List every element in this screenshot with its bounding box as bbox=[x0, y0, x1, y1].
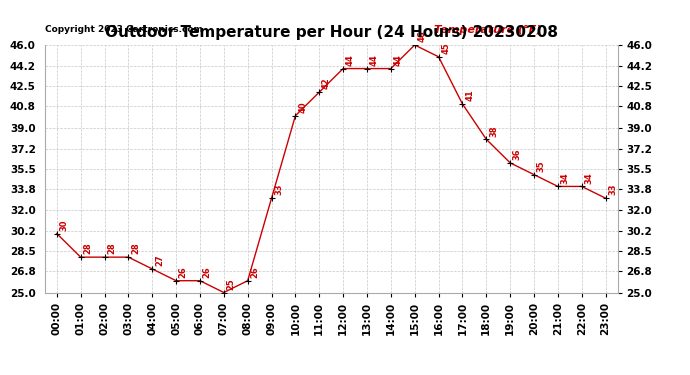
Text: 45: 45 bbox=[442, 42, 451, 54]
Text: 44: 44 bbox=[370, 54, 379, 66]
Text: 33: 33 bbox=[609, 184, 618, 195]
Text: 34: 34 bbox=[584, 172, 593, 184]
Text: 26: 26 bbox=[179, 266, 188, 278]
Text: 42: 42 bbox=[322, 78, 331, 89]
Text: 30: 30 bbox=[59, 219, 68, 231]
Text: 28: 28 bbox=[131, 243, 140, 254]
Text: 26: 26 bbox=[203, 266, 212, 278]
Text: 44: 44 bbox=[393, 54, 403, 66]
Title: Outdoor Temperature per Hour (24 Hours) 20230208: Outdoor Temperature per Hour (24 Hours) … bbox=[105, 25, 558, 40]
Text: 28: 28 bbox=[83, 243, 92, 254]
Text: Copyright 2023 Cartronics.com: Copyright 2023 Cartronics.com bbox=[45, 25, 203, 34]
Text: 41: 41 bbox=[465, 89, 474, 101]
Text: 33: 33 bbox=[275, 184, 284, 195]
Text: 36: 36 bbox=[513, 148, 522, 160]
Text: 34: 34 bbox=[561, 172, 570, 184]
Text: 35: 35 bbox=[537, 160, 546, 172]
Text: 25: 25 bbox=[226, 278, 235, 290]
Text: 44: 44 bbox=[346, 54, 355, 66]
Text: 28: 28 bbox=[107, 243, 117, 254]
Text: Temperature (°F): Temperature (°F) bbox=[434, 25, 542, 35]
Text: 40: 40 bbox=[298, 101, 307, 113]
Text: 38: 38 bbox=[489, 125, 498, 136]
Text: 27: 27 bbox=[155, 255, 164, 266]
Text: 26: 26 bbox=[250, 266, 259, 278]
Text: 46: 46 bbox=[417, 30, 426, 42]
